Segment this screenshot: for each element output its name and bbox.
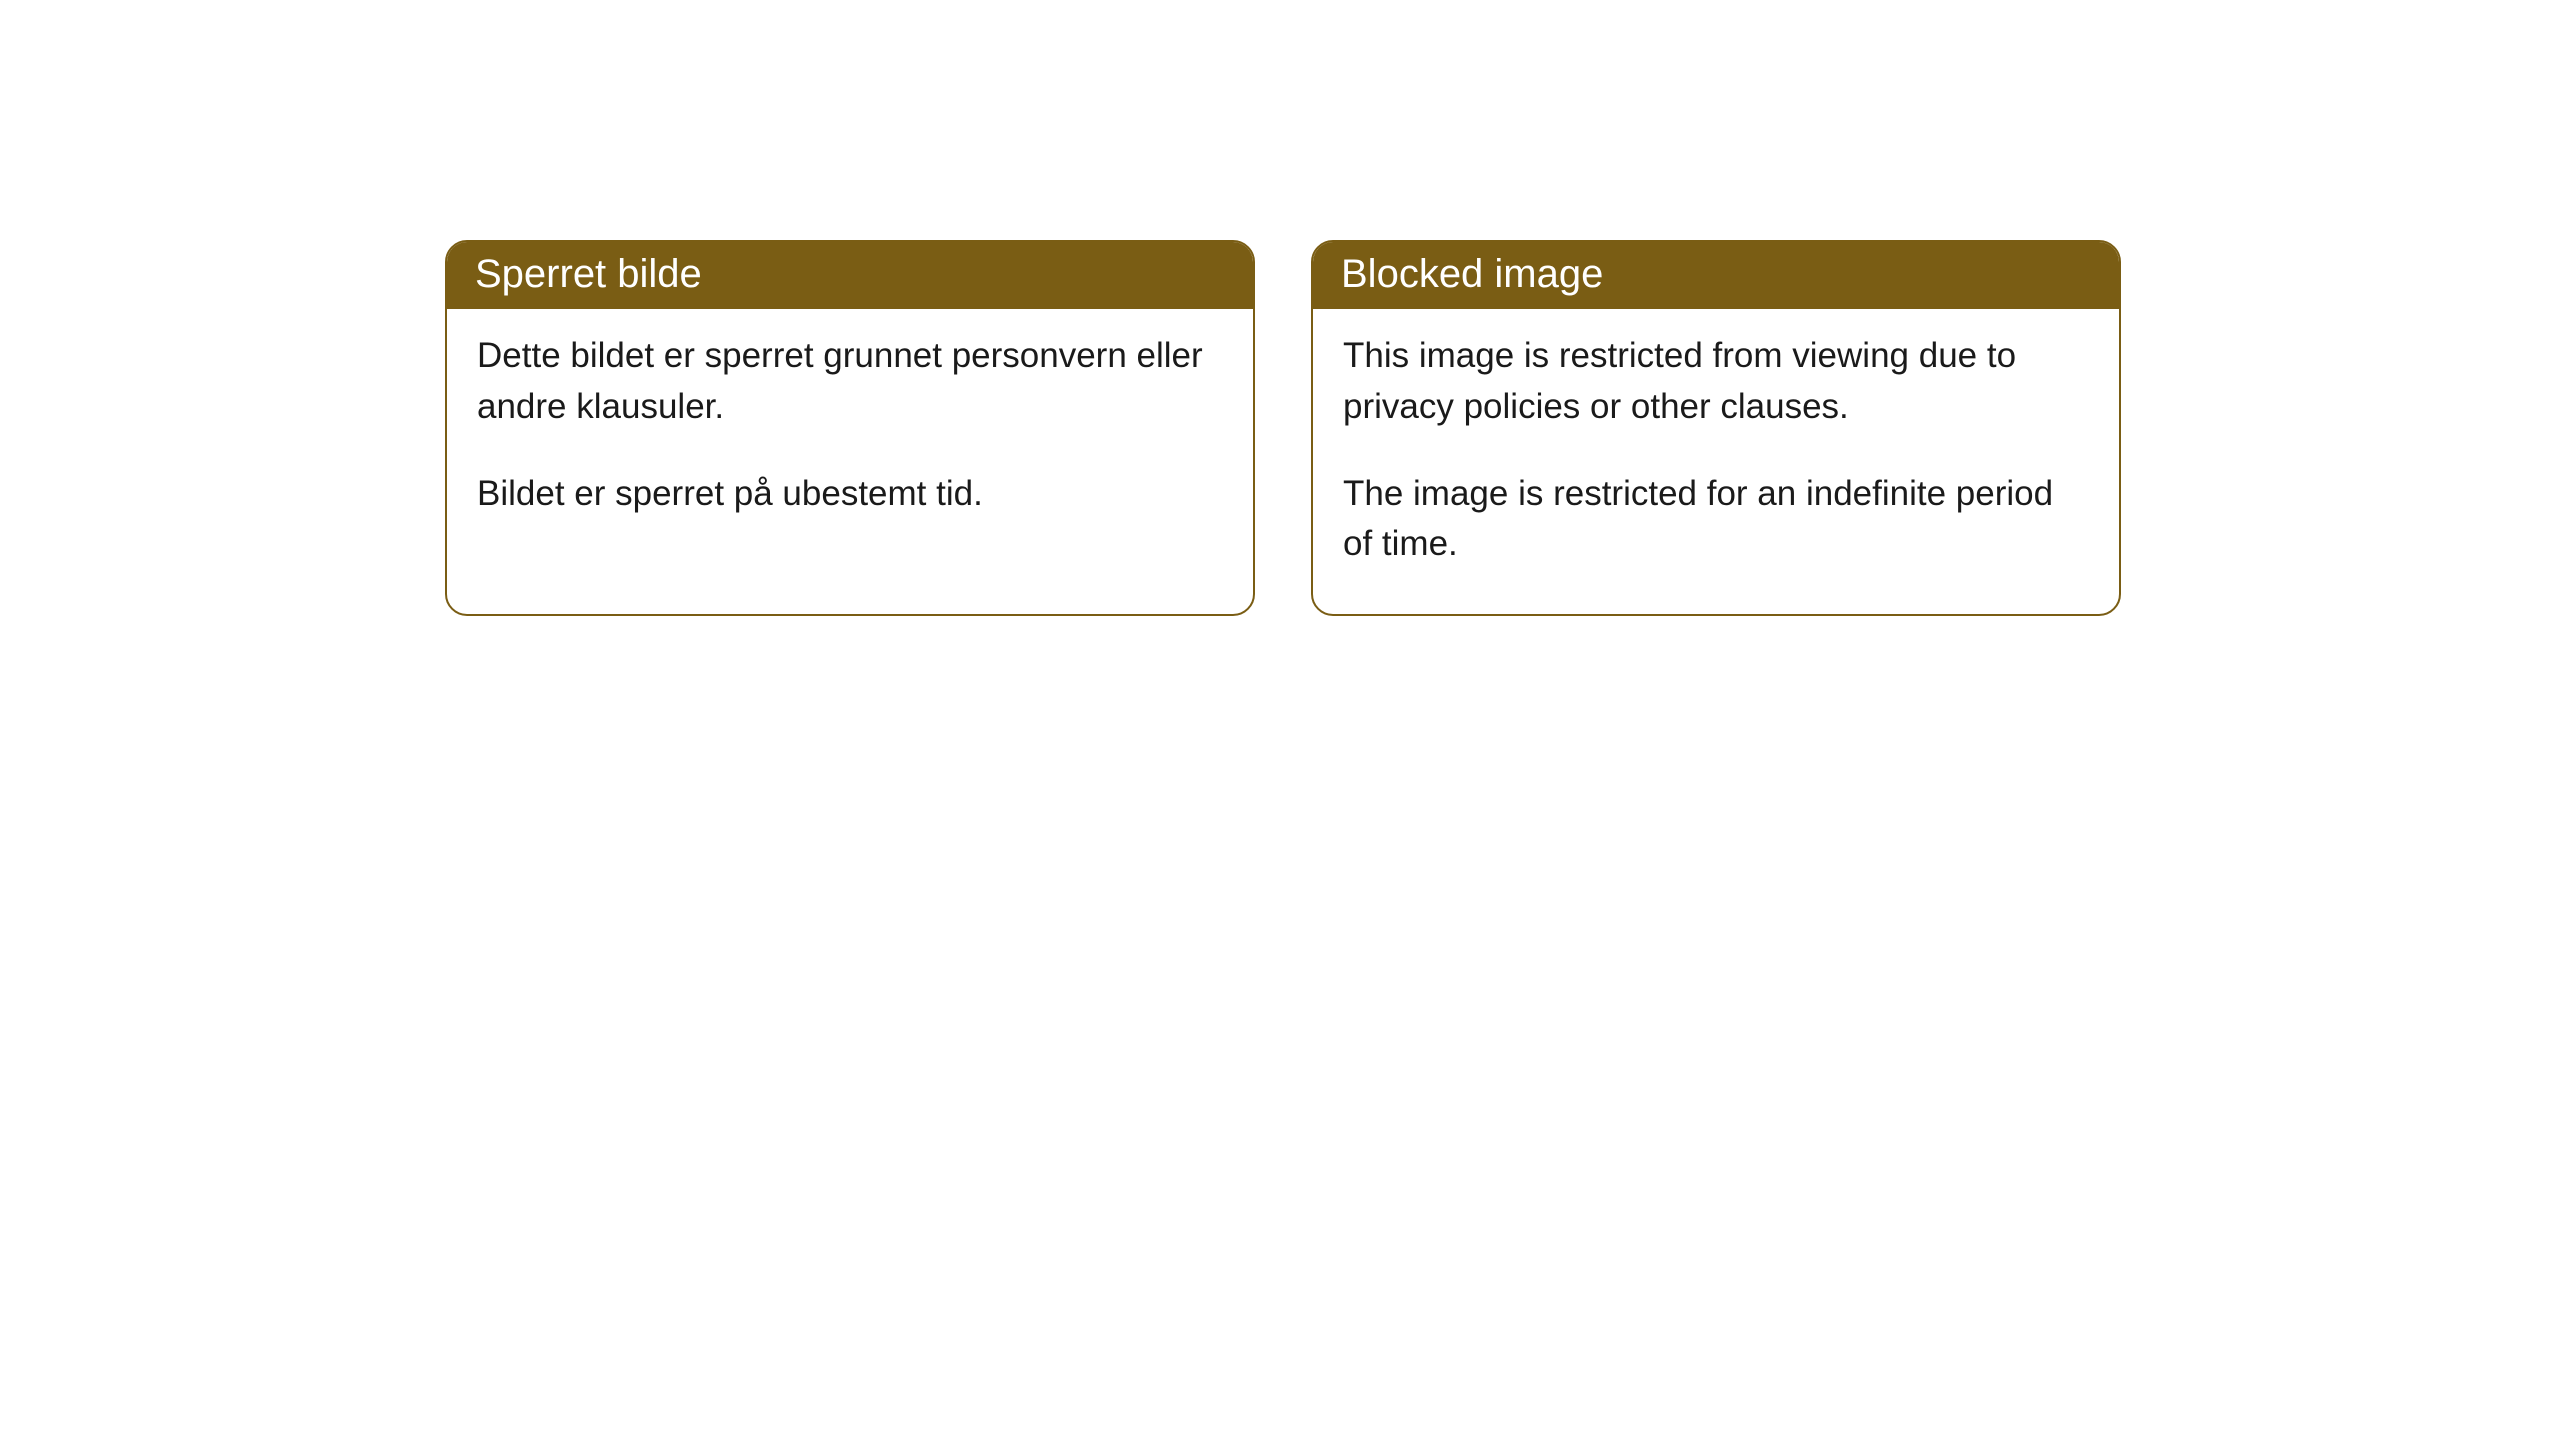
blocked-image-card-english: Blocked image This image is restricted f… — [1311, 240, 2121, 616]
card-paragraph: Dette bildet er sperret grunnet personve… — [477, 331, 1223, 433]
card-title: Blocked image — [1341, 252, 1603, 296]
card-body: Dette bildet er sperret grunnet personve… — [447, 309, 1253, 563]
notice-cards-container: Sperret bilde Dette bildet er sperret gr… — [445, 240, 2121, 616]
card-paragraph: The image is restricted for an indefinit… — [1343, 469, 2089, 571]
card-paragraph: Bildet er sperret på ubestemt tid. — [477, 469, 1223, 520]
card-title: Sperret bilde — [475, 252, 702, 296]
card-header: Sperret bilde — [447, 242, 1253, 309]
card-paragraph: This image is restricted from viewing du… — [1343, 331, 2089, 433]
card-body: This image is restricted from viewing du… — [1313, 309, 2119, 614]
blocked-image-card-norwegian: Sperret bilde Dette bildet er sperret gr… — [445, 240, 1255, 616]
card-header: Blocked image — [1313, 242, 2119, 309]
